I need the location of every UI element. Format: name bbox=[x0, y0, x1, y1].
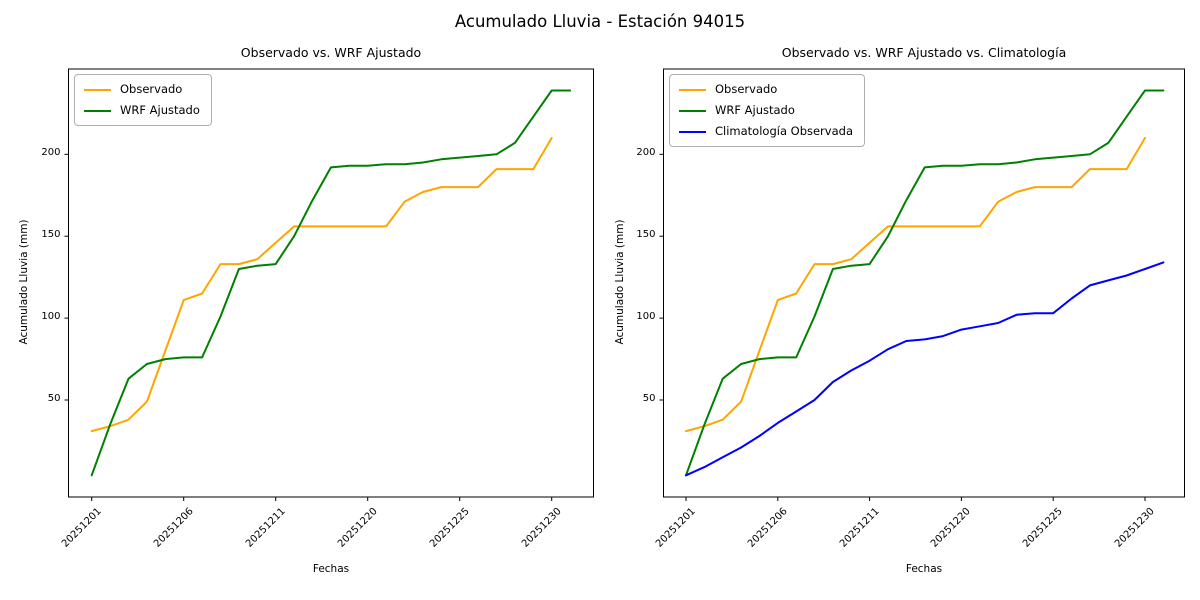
legend-label: Climatología Observada bbox=[715, 124, 853, 138]
y-tick-label: 50 bbox=[47, 393, 61, 404]
legend-line-swatch bbox=[679, 109, 706, 112]
axes-frame bbox=[663, 68, 1185, 498]
legend-label: WRF Ajustado bbox=[715, 103, 795, 117]
axes-frame bbox=[68, 68, 594, 498]
legend-label: Observado bbox=[715, 82, 778, 96]
figure-title: Acumulado Lluvia - Estación 94015 bbox=[454, 12, 746, 31]
legend-line-swatch bbox=[84, 109, 111, 112]
x-axis-label-right: Fechas bbox=[905, 563, 943, 575]
legend-entry: Observado bbox=[84, 82, 200, 97]
subplot-title-right: Observado vs. WRF Ajustado vs. Climatolo… bbox=[781, 45, 1067, 60]
legend-entry: WRF Ajustado bbox=[84, 103, 200, 118]
y-tick-label: 150 bbox=[41, 229, 61, 241]
series-line-observado bbox=[685, 137, 1146, 433]
legend-right: Observado WRF Ajustado Climatología Observ… bbox=[669, 74, 865, 147]
y-tick-label: 50 bbox=[642, 393, 656, 404]
series-line-observado bbox=[90, 137, 553, 433]
legend-line-swatch bbox=[84, 88, 111, 91]
legend-entry: Climatología Observada bbox=[679, 124, 853, 139]
legend-line-swatch bbox=[679, 88, 706, 91]
y-axis-label-right: Acumulado Lluvia (mm) bbox=[614, 219, 626, 345]
legend-entry: Observado bbox=[679, 82, 853, 97]
legend-entry: WRF Ajustado bbox=[679, 103, 853, 118]
series-line-climatolog-a-observada bbox=[685, 261, 1165, 477]
legend-label: Observado bbox=[120, 82, 183, 96]
series-line-wrf-ajustado bbox=[90, 89, 572, 477]
legend-left: Observado WRF Ajustado bbox=[74, 74, 212, 126]
y-tick-label: 200 bbox=[41, 147, 61, 159]
y-tick-label: 150 bbox=[636, 229, 656, 241]
y-tick-label: 200 bbox=[636, 147, 656, 159]
legend-label: WRF Ajustado bbox=[120, 103, 200, 117]
y-tick-label: 100 bbox=[41, 311, 61, 323]
subplot-title-left: Observado vs. WRF Ajustado bbox=[240, 45, 422, 60]
y-tick-label: 100 bbox=[636, 311, 656, 323]
x-axis-label-left: Fechas bbox=[312, 563, 350, 575]
legend-line-swatch bbox=[679, 130, 706, 133]
y-axis-label-left: Acumulado Lluvia (mm) bbox=[18, 219, 30, 345]
series-line-wrf-ajustado bbox=[685, 89, 1165, 477]
